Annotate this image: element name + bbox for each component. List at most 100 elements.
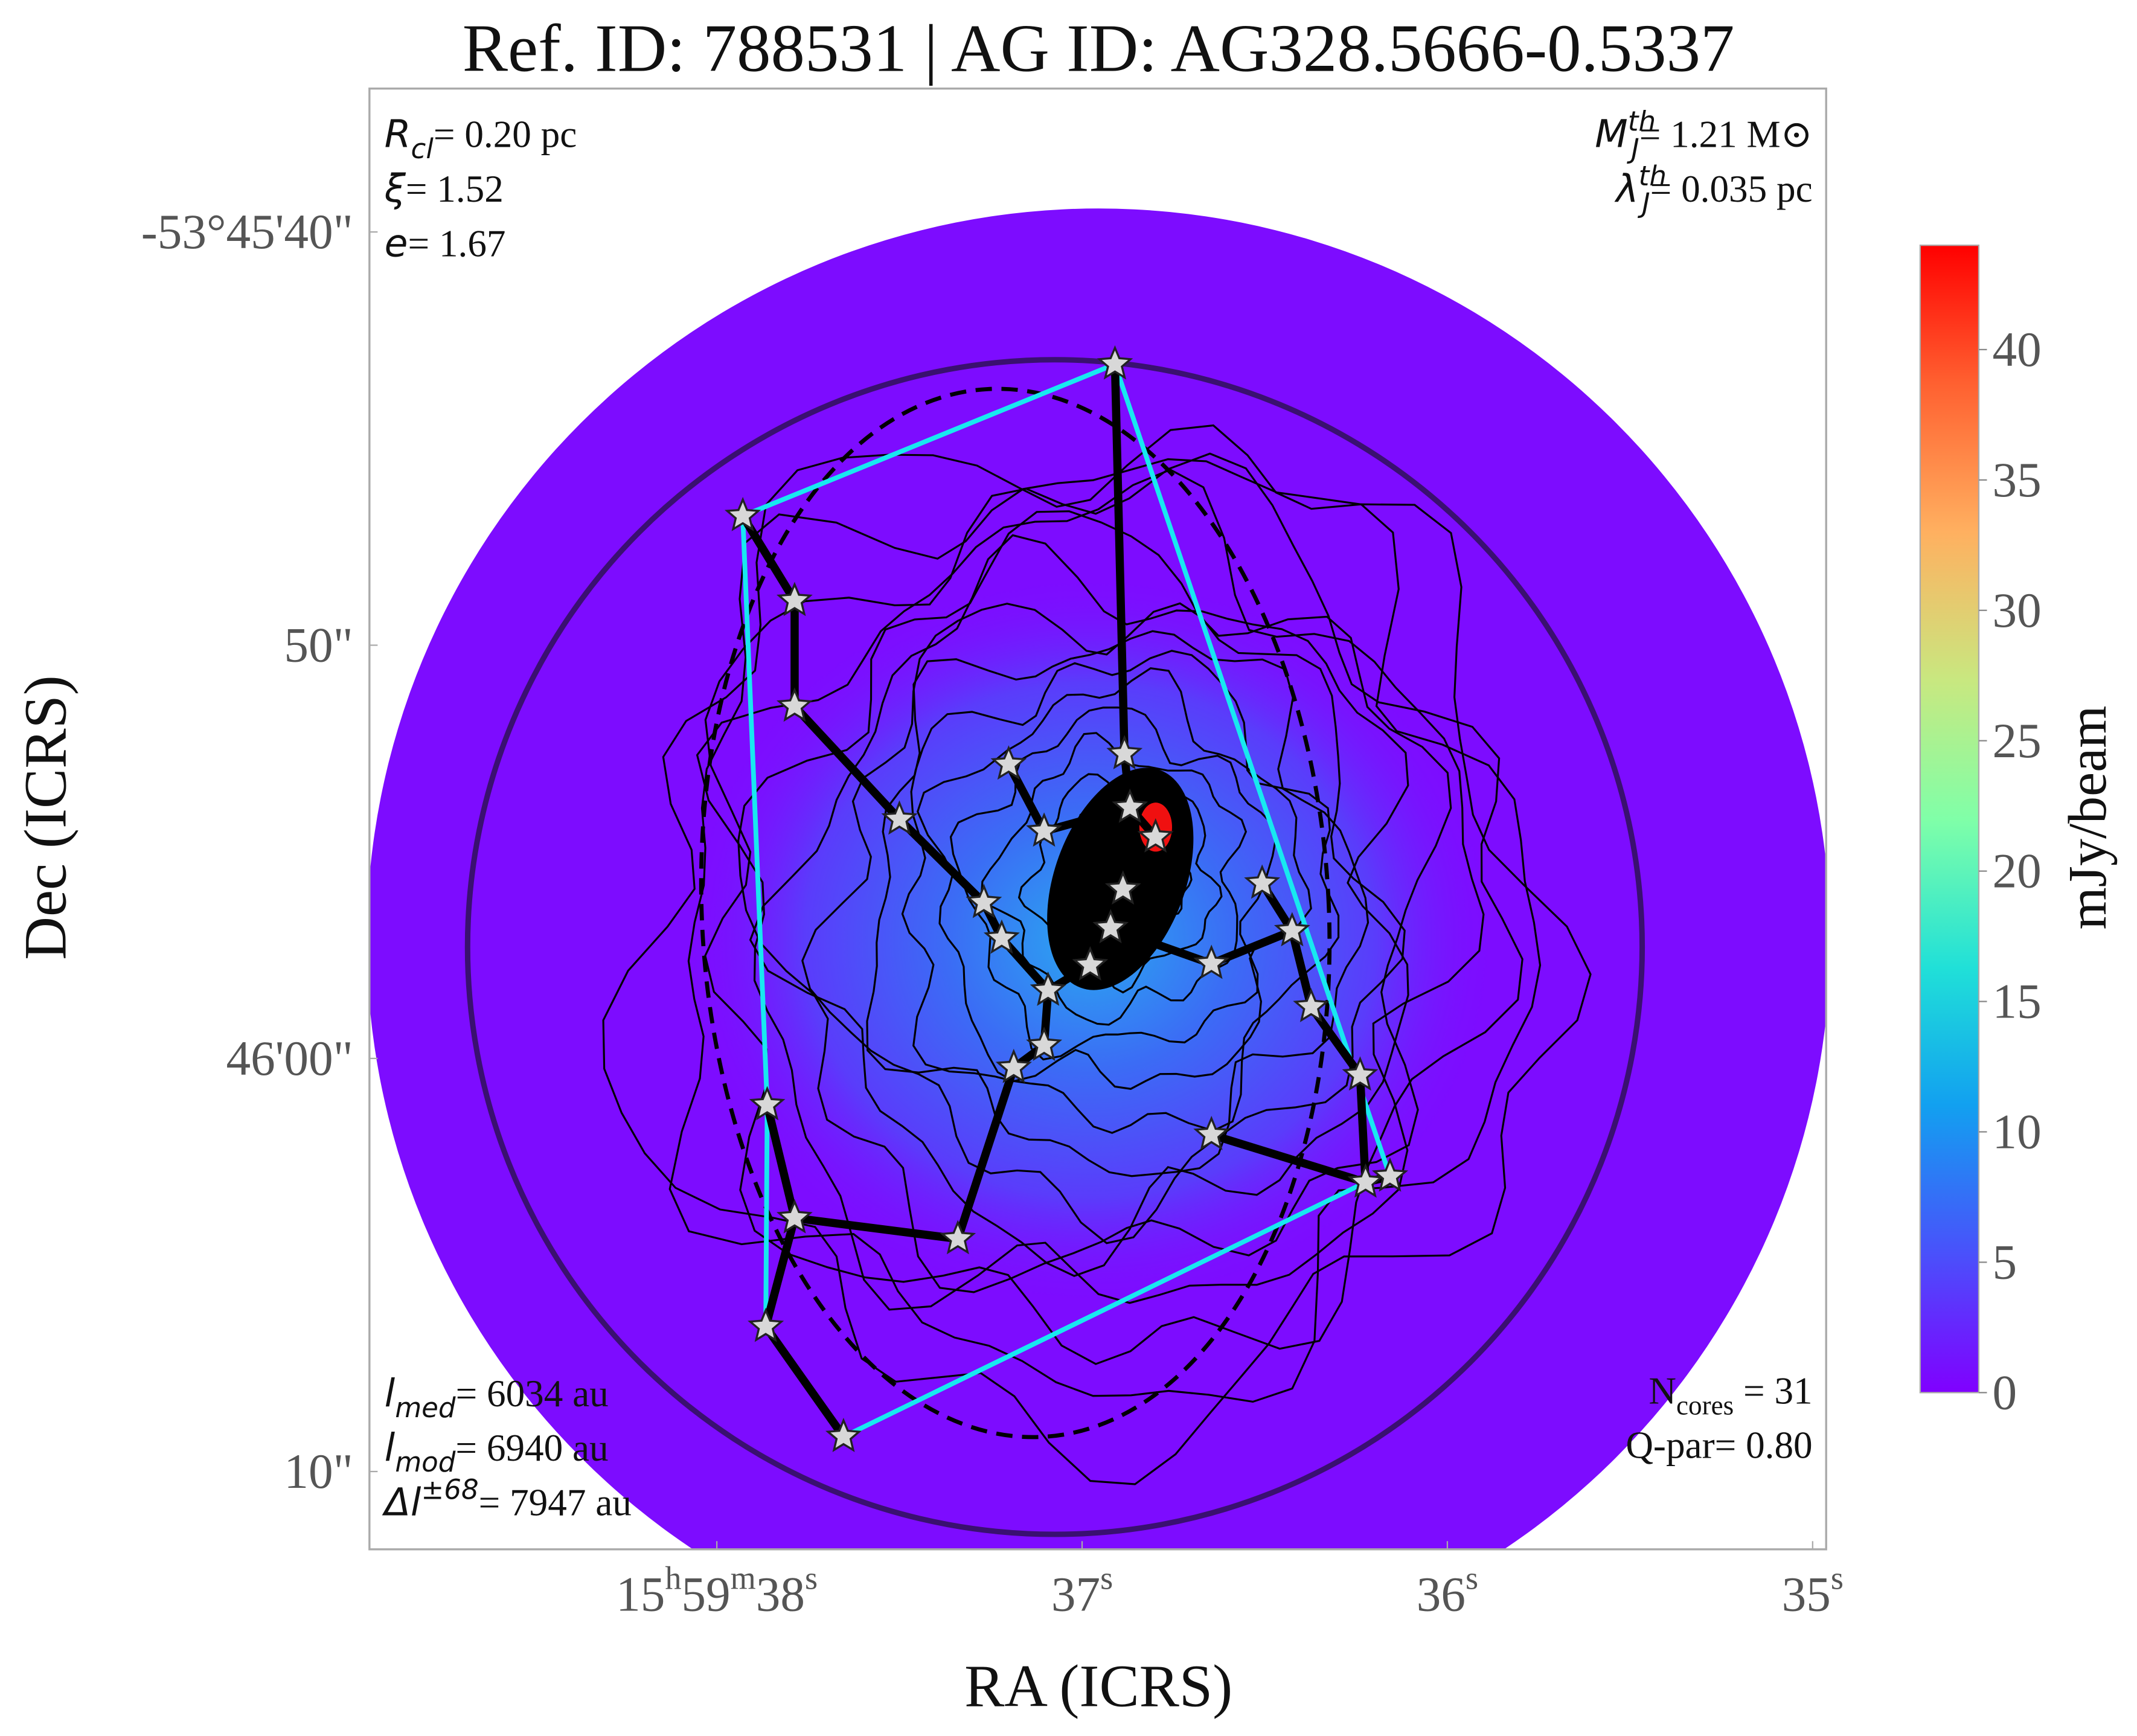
core <box>983 919 1020 954</box>
core <box>1244 864 1281 899</box>
core <box>1347 1163 1384 1198</box>
mst-edge <box>953 1063 1018 1243</box>
annotation: lmod= 6940 au <box>385 1425 609 1478</box>
core <box>1030 971 1066 1006</box>
colorbar-tick-label: 10 <box>1993 1105 2042 1159</box>
core <box>1274 912 1310 947</box>
hull-edge <box>763 1104 770 1327</box>
annotation-sub: cl <box>411 133 434 165</box>
colorbar-label: mJy/beam <box>2057 706 2118 930</box>
y-tick-label: -53°45'40" <box>141 205 353 259</box>
colorbar-tick-label: 20 <box>1993 844 2042 898</box>
annotation-rest: = 1.52 <box>406 168 504 210</box>
fit-ellipse <box>699 386 1332 1440</box>
colorbar-tick-label: 25 <box>1993 714 2042 768</box>
core <box>1026 1027 1063 1062</box>
annotation-rest: = 1.21 M⊙ <box>1639 114 1813 156</box>
mst-edge <box>895 815 988 907</box>
core <box>1092 909 1129 944</box>
annotation-sym: R <box>385 112 411 156</box>
annotation-sub: med <box>395 1392 456 1424</box>
core <box>1106 735 1143 770</box>
chart-title: Ref. ID: 788531 | AG ID: AG328.5666-0.53… <box>463 10 1735 86</box>
annotation-sub: cores <box>1676 1390 1734 1420</box>
annotation-rest: = 7947 au <box>479 1481 632 1523</box>
core <box>1193 944 1230 979</box>
core <box>1193 1115 1230 1150</box>
colorbar-tick-label: 40 <box>1993 322 2042 377</box>
frame <box>368 87 1827 1551</box>
annotation-sym: λ <box>1614 166 1638 211</box>
hull-edge <box>842 1180 1367 1439</box>
annotation: Δl±68= 7947 au <box>382 1473 632 1524</box>
annotation-sup: ±68 <box>421 1473 478 1505</box>
annotation-rest: = 0.20 pc <box>434 114 577 156</box>
annotation-sym: Q-par <box>1626 1424 1714 1467</box>
annotation: Q-par= 0.80 <box>1626 1424 1812 1467</box>
contour <box>749 534 1409 1277</box>
core <box>777 1199 813 1234</box>
mst-edge <box>790 702 904 824</box>
contour <box>602 424 1592 1485</box>
mst-edge <box>1207 1130 1370 1187</box>
core <box>1293 987 1330 1022</box>
hull-edge <box>740 516 770 1106</box>
colorbar <box>1919 245 1980 1394</box>
hull-edge <box>742 362 1116 519</box>
core <box>724 496 761 531</box>
annotation: e= 1.67 <box>385 220 506 265</box>
mst-edge <box>790 1214 963 1243</box>
y-tick-label: 10" <box>284 1444 353 1499</box>
core <box>995 1048 1032 1083</box>
core <box>748 1307 784 1342</box>
hull-edge <box>1112 363 1392 1177</box>
y-tick-label: 46'00" <box>226 1031 353 1086</box>
colorbar-tick-label: 15 <box>1993 975 2042 1029</box>
annotation-rest: = 0.80 <box>1715 1424 1813 1467</box>
annotation-rest: = 6940 au <box>455 1427 608 1469</box>
core <box>825 1417 862 1452</box>
annotation-sym: e <box>385 220 408 265</box>
colorbar-tick-label: 5 <box>1993 1235 2017 1289</box>
annotation-sub: mod <box>395 1446 456 1478</box>
core <box>1371 1157 1409 1192</box>
colorbar-tick-label: 30 <box>1993 583 2042 638</box>
annotation-sym: l <box>385 1371 396 1415</box>
core <box>881 800 918 835</box>
clump-circle <box>464 357 1645 1537</box>
core <box>940 1220 976 1255</box>
annotation-sub: J <box>1637 187 1650 219</box>
core <box>966 883 1002 918</box>
x-tick-label: 37s <box>1051 1560 1113 1621</box>
contour <box>704 452 1523 1365</box>
colorbar-tick-label: 35 <box>1993 453 2042 507</box>
contour <box>980 732 1248 1026</box>
y-axis-label: Dec (ICRS) <box>13 675 79 960</box>
core <box>1104 870 1141 905</box>
mst-edge <box>1356 1071 1370 1187</box>
annotation-sym: M <box>1595 112 1628 156</box>
annotation-rest: = 1.67 <box>408 222 506 264</box>
cores <box>724 345 1409 1452</box>
mst-edge <box>1288 926 1316 1011</box>
map <box>369 208 1827 1549</box>
core <box>749 1086 786 1121</box>
annotation-sym: N <box>1648 1369 1676 1412</box>
y-tick-label: 50" <box>284 618 353 673</box>
x-tick-label: 36s <box>1417 1560 1478 1621</box>
mst-edge <box>763 1101 799 1222</box>
core <box>1342 1056 1379 1091</box>
annotation-sym: ξ <box>384 166 406 211</box>
mst-edge <box>761 1322 848 1441</box>
annotation-sym: l <box>385 1425 396 1470</box>
annotation-sym: Δl <box>382 1479 421 1524</box>
contour <box>696 469 1485 1311</box>
mst-edge <box>761 1214 799 1331</box>
annotation: lmed= 6034 au <box>385 1371 609 1424</box>
axes: 15h59m38s 37s 36s 35s -53°45'40" 50" 46'00" 10"… <box>141 205 2042 1621</box>
core <box>776 687 813 722</box>
annotation-rest: = 31 <box>1734 1369 1812 1412</box>
x-axis-label: RA (ICRS) <box>964 1653 1232 1719</box>
